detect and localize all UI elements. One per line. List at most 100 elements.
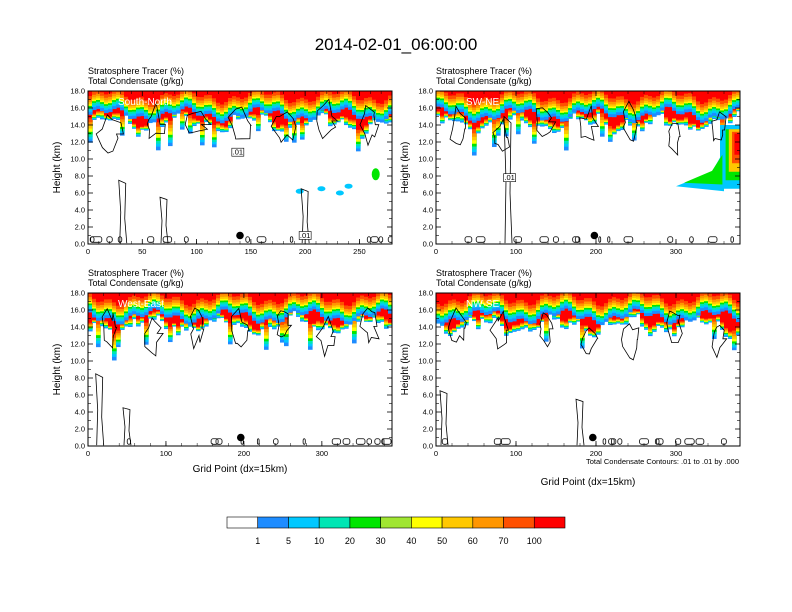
tracer-band: [332, 293, 337, 300]
tracer-band: [508, 87, 513, 90]
tracer-band: [168, 293, 173, 299]
location-marker: [590, 231, 599, 240]
tracer-band: [592, 87, 597, 91]
y-tick-label: 10.0: [418, 155, 433, 164]
tracer-band: [180, 91, 185, 95]
panel-1: Stratosphere Tracer (%)Total Condensate …: [52, 66, 393, 256]
tracer-band: [724, 91, 729, 100]
tracer-band: [248, 91, 253, 97]
contour-line: [378, 236, 384, 243]
tracer-band: [188, 91, 193, 93]
x-tick-label: 250: [353, 247, 366, 256]
y-axis-label: Height (km): [400, 142, 411, 194]
contour-line: [159, 196, 169, 244]
tracer-band: [88, 91, 93, 97]
tracer-band: [436, 91, 441, 94]
tracer-band: [360, 293, 365, 299]
tracer-band: [588, 91, 593, 94]
y-tick-label: 16.0: [70, 306, 85, 315]
contour-line: [668, 122, 681, 157]
tracer-band: [340, 87, 345, 91]
tracer-band: [148, 289, 153, 293]
tracer-band: [232, 293, 237, 297]
tracer-band: [560, 91, 565, 104]
tracer-band: [536, 91, 541, 99]
tracer-band: [124, 91, 129, 97]
x-axis-label: Grid Point (dx=15km): [193, 464, 288, 475]
contour-line: [359, 104, 380, 147]
tracer-band: [600, 91, 605, 96]
panel-header-line: Stratosphere Tracer (%): [88, 66, 184, 76]
tracer-band: [648, 91, 653, 97]
tracer-band: [292, 293, 297, 296]
tracer-band: [184, 293, 189, 305]
contour-line: [101, 307, 118, 349]
contour-line: [227, 106, 252, 140]
contour-line: [183, 236, 189, 243]
tracer-band: [312, 293, 317, 295]
region-label: West-East: [118, 299, 164, 310]
tracer-band: [376, 289, 381, 293]
contour-line: [256, 438, 260, 445]
tracer-band: [272, 91, 277, 96]
y-tick-label: 10.0: [70, 155, 85, 164]
x-tick-label: 100: [190, 247, 203, 256]
tracer-band: [288, 293, 293, 298]
y-tick-label: 14.0: [418, 121, 433, 130]
tracer-band: [340, 293, 345, 302]
tracer-band: [188, 293, 193, 307]
tracer-band: [336, 91, 341, 98]
tracer-band: [604, 91, 609, 95]
tracer-band: [184, 87, 189, 88]
tracer-band: [236, 293, 241, 300]
condensate-contours: [449, 100, 734, 244]
tracer-band: [620, 91, 625, 97]
tracer-band: [688, 91, 693, 94]
tracer-band: [140, 293, 145, 299]
contour-line: [302, 438, 306, 445]
tracer-band: [300, 293, 305, 297]
tracer-band: [464, 91, 469, 98]
contour-line: [708, 236, 718, 243]
tracer-band: [124, 293, 129, 302]
tracer-band: [340, 91, 345, 95]
tracer-band: [224, 289, 229, 291]
tracer-band: [584, 91, 589, 96]
contour-line: [315, 315, 336, 358]
x-tick-label: 200: [299, 247, 312, 256]
tracer-band: [152, 91, 157, 104]
tracer-band: [212, 91, 217, 99]
y-tick-label: 4.0: [423, 206, 433, 215]
tracer-blob: [344, 183, 353, 189]
tracer-band: [200, 91, 205, 98]
tracer-band: [132, 293, 137, 299]
tracer-band: [684, 91, 689, 94]
tracer-band: [444, 91, 449, 96]
tracer-band: [132, 293, 137, 296]
tracer-band: [376, 293, 381, 297]
tracer-band: [256, 87, 261, 89]
tracer-band: [492, 91, 497, 101]
tracer-band: [112, 293, 117, 303]
tracer-band: [244, 293, 249, 297]
tracer-band: [668, 91, 673, 95]
tracer-band: [180, 293, 185, 301]
contour-label-box: [231, 147, 245, 157]
tracer-band: [300, 91, 305, 98]
tracer-band: [160, 293, 165, 299]
x-tick-label: 300: [670, 247, 683, 256]
contour-line: [300, 188, 310, 244]
tracer-band: [320, 293, 325, 299]
y-tick-label: 16.0: [70, 104, 85, 113]
tracer-band: [144, 293, 149, 297]
tracer-band: [224, 293, 229, 295]
tracer-band: [212, 293, 217, 300]
tracer-band: [324, 91, 329, 97]
contour-line: [118, 179, 128, 244]
tracer-band: [104, 293, 109, 300]
contour-line: [503, 115, 513, 244]
tracer-intrusion: [684, 154, 723, 185]
tracer-band: [708, 91, 713, 99]
contour-line: [366, 236, 372, 243]
